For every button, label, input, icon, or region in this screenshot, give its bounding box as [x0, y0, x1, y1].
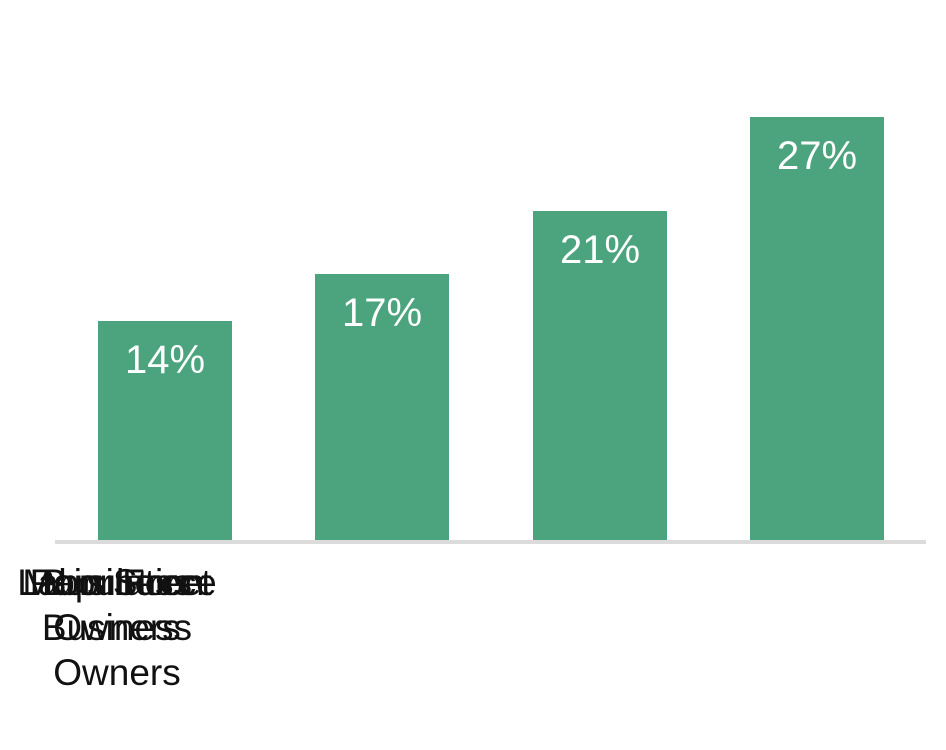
x-axis-line: [55, 540, 926, 544]
x-axis-label-population: Population: [29, 562, 205, 603]
bar-business-owners: 21%: [533, 211, 667, 541]
x-axis-label-labor-force: Labor Force: [17, 562, 217, 603]
bar-value-label: 17%: [341, 291, 423, 335]
bar-value-label: 21%: [559, 228, 641, 272]
bar-population: 14%: [98, 321, 232, 541]
x-axis-label-business-owners: Business Owners: [41, 562, 193, 648]
bar-value-label: 27%: [776, 134, 858, 178]
bar-main-street-business-owners: 27%: [750, 117, 884, 541]
bar-value-label: 14%: [124, 338, 206, 382]
x-axis-label-main-street-business-owners: Main Street Business Owners: [22, 562, 212, 693]
bar-labor-force: 17%: [315, 274, 449, 541]
